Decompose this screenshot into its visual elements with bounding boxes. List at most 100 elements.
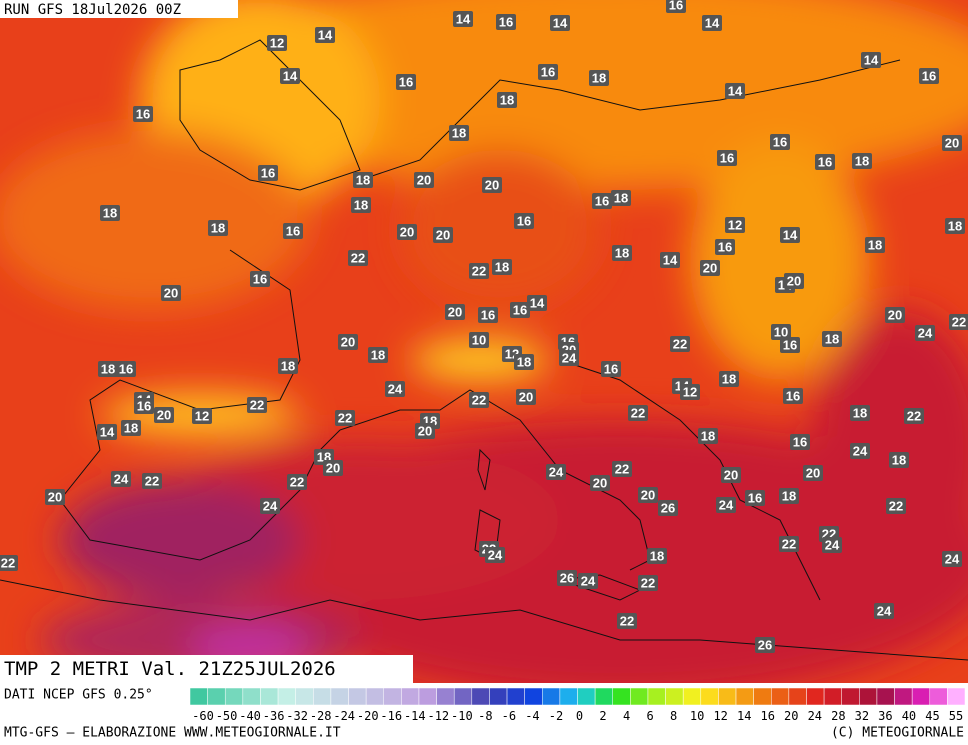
temperature-label: 16 [818, 155, 832, 170]
colorbar-tick-label: -36 [263, 709, 285, 723]
temperature-label: 18 [495, 260, 509, 275]
temperature-label: 24 [388, 382, 403, 397]
temperature-label: 22 [351, 251, 365, 266]
temperature-label: 24 [114, 472, 129, 487]
temperature-label: 20 [593, 476, 607, 491]
temperature-label: 18 [615, 246, 629, 261]
colorbar-swatch [735, 687, 754, 706]
label-box [287, 474, 307, 490]
label-box [0, 555, 18, 571]
temperature-label: 20 [436, 228, 450, 243]
temperature-label: 18 [782, 489, 796, 504]
colorbar-swatch [718, 687, 737, 706]
label-box [771, 324, 791, 340]
label-box [784, 273, 804, 289]
label-box [453, 11, 473, 27]
colorbar-swatch [771, 687, 790, 706]
label-box [469, 263, 489, 279]
colorbar-tick-label: -12 [427, 709, 449, 723]
temperature-label: 16 [541, 65, 555, 80]
label-box [335, 410, 355, 426]
label-box [134, 398, 154, 414]
label-box [861, 52, 881, 68]
label-box [915, 325, 935, 341]
label-box [612, 245, 632, 261]
temperature-label: 22 [250, 398, 264, 413]
colorbar-tick-label: 0 [576, 709, 583, 723]
colorbar-swatch [929, 687, 948, 706]
temperature-label: 20 [787, 274, 801, 289]
colorbar-swatch [383, 687, 402, 706]
temperature-label: 16 [669, 0, 683, 13]
temperature-label: 20 [164, 286, 178, 301]
label-box [601, 361, 621, 377]
temperature-label: 22 [290, 475, 304, 490]
temperature-label: 16 [253, 272, 267, 287]
label-box [755, 637, 775, 653]
temperature-label: 26 [661, 501, 675, 516]
colorbar-tick-label: 6 [646, 709, 653, 723]
label-box [559, 350, 579, 366]
label-box [397, 224, 417, 240]
temperature-label: 24 [918, 326, 933, 341]
label-box [267, 35, 287, 51]
temperature-label: 18 [855, 154, 869, 169]
temperature-label: 22 [631, 406, 645, 421]
temperature-label: 18 [701, 429, 715, 444]
temperature-label: 20 [724, 468, 738, 483]
colorbar-swatch [365, 687, 384, 706]
colorbar-swatch [559, 687, 578, 706]
temperature-label: 20 [485, 178, 499, 193]
temperature-label: 26 [758, 638, 772, 653]
temperature-label: 20 [400, 225, 414, 240]
label-box [779, 536, 799, 552]
colorbar-swatch [348, 687, 367, 706]
temperature-label: 18 [868, 238, 882, 253]
label-box [492, 259, 512, 275]
temperature-field: 14 16 14 16 14 12 14 14 16 16 18 18 14 14 16 16 18 16 16 16… [0, 0, 968, 683]
label-box [449, 125, 469, 141]
label-box [717, 150, 737, 166]
label-box [283, 223, 303, 239]
temperature-label: 16 [517, 214, 531, 229]
temperature-label: 26 [560, 571, 574, 586]
temperature-label: 16 [783, 338, 797, 353]
label-box [116, 361, 136, 377]
label-box [874, 603, 894, 619]
label-box [514, 213, 534, 229]
label-box [658, 500, 678, 516]
temperature-label: 24 [853, 444, 868, 459]
label-box [719, 371, 739, 387]
label-box [247, 397, 267, 413]
label-box [278, 358, 298, 374]
colorbar-tick-label: -2 [549, 709, 563, 723]
colorbar-swatch [630, 687, 649, 706]
label-box [497, 92, 517, 108]
temperature-label: 16 [773, 135, 787, 150]
label-box [121, 420, 141, 436]
colorbar-swatch [700, 687, 719, 706]
credit-text: MTG-GFS — ELABORAZIONE WWW.METEOGIORNALE… [4, 726, 341, 741]
colorbar-tick-label: 16 [761, 709, 775, 723]
label-box [351, 197, 371, 213]
temperature-label: 16 [604, 362, 618, 377]
temperature-label: 20 [945, 136, 959, 151]
colorbar-tick-label: -24 [333, 709, 355, 723]
label-box [478, 307, 498, 323]
temperature-label: 22 [782, 537, 796, 552]
temperature-label: 24 [719, 498, 734, 513]
temperature-label: 22 [472, 264, 486, 279]
label-box [527, 295, 547, 311]
label-box [790, 434, 810, 450]
label-box [865, 237, 885, 253]
label-box [385, 381, 405, 397]
title-box [0, 655, 413, 683]
temperature-label: 22 [952, 315, 966, 330]
temperature-label: 18 [825, 332, 839, 347]
temperature-label: 18 [356, 173, 370, 188]
temperature-label: 18 [592, 71, 606, 86]
label-box [725, 83, 745, 99]
colorbar-swatch [506, 687, 525, 706]
colorbar-swatch [911, 687, 931, 706]
label-box [396, 74, 416, 90]
